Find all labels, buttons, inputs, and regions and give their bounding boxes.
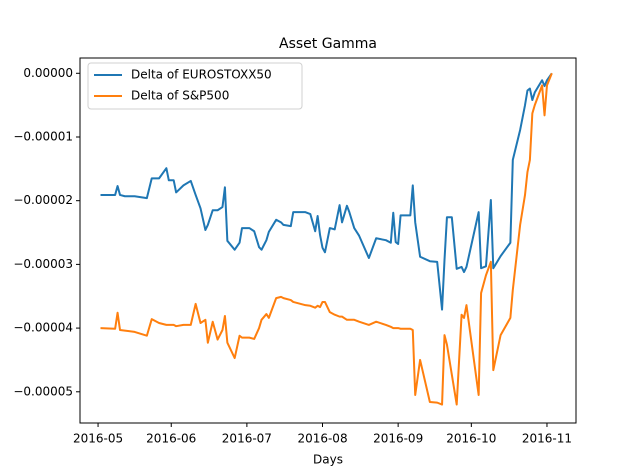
axes-frame bbox=[79, 57, 577, 424]
x-tick-label: 2016-10 bbox=[446, 432, 496, 446]
x-tick-label: 2016-11 bbox=[522, 432, 572, 446]
x-tick-label: 2016-09 bbox=[373, 432, 423, 446]
y-tick-label: −0.00004 bbox=[13, 321, 73, 335]
legend-label: Delta of EUROSTOXX50 bbox=[131, 68, 272, 82]
x-tick-label: 2016-07 bbox=[222, 432, 272, 446]
y-tick-label: −0.00001 bbox=[13, 129, 73, 143]
x-tick-label: 2016-05 bbox=[73, 432, 123, 446]
x-axis-label: Days bbox=[313, 453, 343, 467]
y-tick-label: −0.00003 bbox=[13, 257, 73, 271]
legend-label: Delta of S&P500 bbox=[131, 89, 229, 103]
data-line bbox=[100, 72, 553, 311]
data-line bbox=[100, 72, 553, 406]
x-tick-label: 2016-06 bbox=[146, 432, 196, 446]
y-tick-label: −0.00005 bbox=[13, 384, 73, 398]
legend-box bbox=[87, 62, 303, 110]
y-tick-label: 0.00000 bbox=[23, 66, 73, 80]
x-tick-label: 2016-08 bbox=[297, 432, 347, 446]
chart-title: Asset Gamma bbox=[279, 36, 377, 52]
y-tick-label: −0.00002 bbox=[13, 193, 73, 207]
